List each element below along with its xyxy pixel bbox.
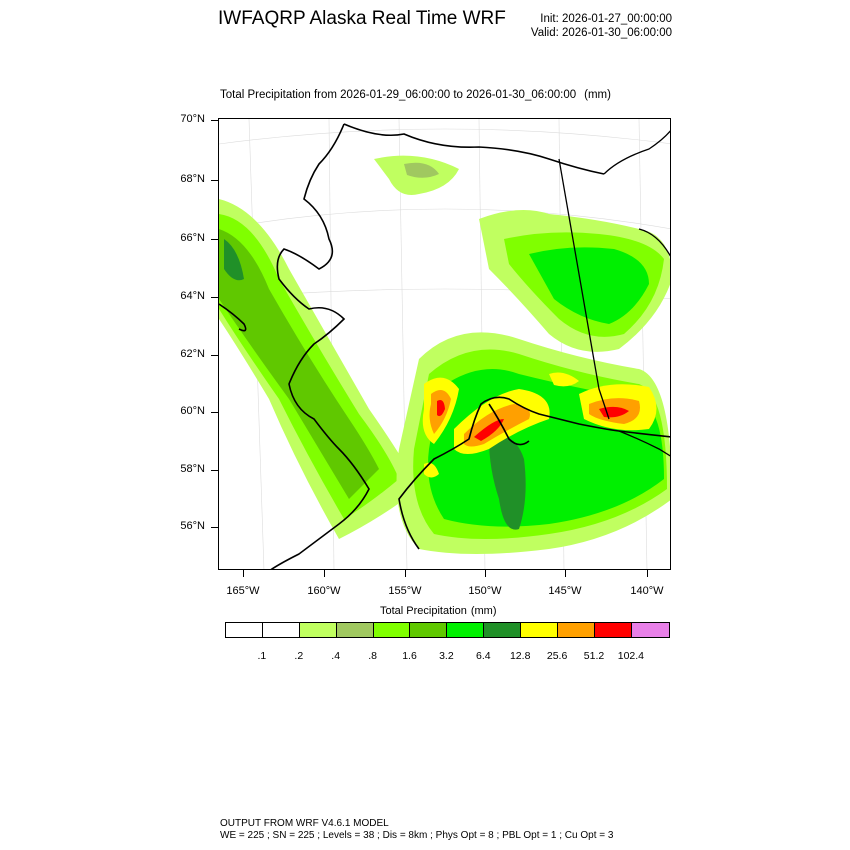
colorbar-label: .2: [294, 650, 304, 662]
lon-tick: [405, 570, 406, 577]
valid-time: Valid: 2026-01-30_06:00:00: [530, 27, 672, 39]
lat-label: 58°N: [180, 463, 205, 475]
lat-label: 56°N: [180, 520, 205, 532]
lat-tick: [211, 412, 218, 413]
lat-label: 64°N: [180, 290, 205, 302]
lat-tick: [211, 470, 218, 471]
lon-tick: [324, 570, 325, 577]
colorbar-label: 51.2: [583, 650, 605, 662]
colorbar-label: 25.6: [546, 650, 568, 662]
footer-line-1: OUTPUT FROM WRF V4.6.1 MODEL: [220, 818, 389, 829]
lon-label: 160°W: [307, 585, 341, 597]
lon-label: 155°W: [388, 585, 422, 597]
colorbar-box: [299, 623, 337, 637]
init-time: Init: 2026-01-27_00:00:00: [540, 13, 672, 25]
lon-label: 145°W: [548, 585, 582, 597]
lon-label: 140°W: [630, 585, 664, 597]
colorbar-box: [262, 623, 300, 637]
colorbar-label: 102.4: [617, 650, 645, 662]
lon-label: 165°W: [226, 585, 260, 597]
colorbar-label: .8: [368, 650, 377, 662]
colorbar-label: 6.4: [475, 650, 491, 662]
lat-tick: [211, 297, 218, 298]
colorbar-label: 1.6: [402, 650, 417, 662]
colorbar-title: Total Precipitation (mm): [380, 605, 496, 617]
lon-label: 150°W: [468, 585, 502, 597]
colorbar-label: .1: [257, 650, 267, 662]
colorbar-title-text: Total Precipitation: [380, 605, 467, 617]
colorbar-box: [447, 623, 485, 637]
lon-tick: [485, 570, 486, 577]
colorbar-box: [336, 623, 374, 637]
lat-label: 62°N: [180, 348, 205, 360]
colorbar-box: [226, 623, 263, 637]
lat-label: 70°N: [180, 113, 205, 125]
model-footer: OUTPUT FROM WRF V4.6.1 MODEL WE = 225 ; …: [220, 818, 613, 842]
subtitle-text: Total Precipitation from 2026-01-29_06:0…: [220, 89, 577, 101]
precip-shading: [219, 155, 670, 554]
colorbar-box: [521, 623, 559, 637]
lat-tick: [211, 239, 218, 240]
lat-tick: [211, 355, 218, 356]
colorbar-label: 12.8: [509, 650, 531, 662]
map-drawing: [219, 119, 670, 569]
precipitation-map: [218, 118, 671, 570]
field-subtitle: Total Precipitation from 2026-01-29_06:0…: [220, 89, 611, 101]
lat-tick: [211, 120, 218, 121]
lat-tick: [211, 180, 218, 181]
colorbar: [225, 622, 670, 638]
colorbar-box: [631, 623, 669, 637]
plot-title: IWFAQRP Alaska Real Time WRF: [218, 8, 506, 29]
lon-tick: [565, 570, 566, 577]
subtitle-units: (mm): [584, 89, 611, 101]
lat-label: 68°N: [180, 173, 205, 185]
lat-label: 60°N: [180, 405, 205, 417]
colorbar-units: (mm): [470, 605, 497, 617]
lon-tick: [243, 570, 244, 577]
lat-tick: [211, 527, 218, 528]
colorbar-box: [484, 623, 522, 637]
colorbar-box: [410, 623, 448, 637]
run-times: Init: 2026-01-27_00:00:00 Valid: 2026-01…: [531, 12, 672, 40]
colorbar-label: 3.2: [439, 650, 454, 662]
colorbar-box: [373, 623, 411, 637]
colorbar-label: .4: [331, 650, 341, 662]
coastlines: [219, 123, 670, 569]
footer-line-2: WE = 225 ; SN = 225 ; Levels = 38 ; Dis …: [220, 830, 614, 841]
lat-label: 66°N: [180, 232, 205, 244]
lon-tick: [647, 570, 648, 577]
borders: [558, 130, 670, 457]
colorbar-box: [594, 623, 632, 637]
colorbar-box: [558, 623, 595, 637]
